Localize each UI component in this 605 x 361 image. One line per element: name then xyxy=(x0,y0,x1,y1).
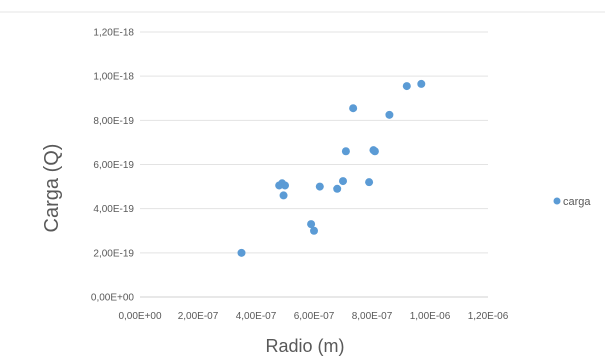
y-tick-label: 6,00E-19 xyxy=(93,160,134,171)
data-point-carga-15 xyxy=(385,110,394,119)
data-point-carga-8 xyxy=(333,184,342,193)
data-point-carga-0 xyxy=(237,248,246,257)
data-point-carga-3 xyxy=(281,181,289,190)
x-tick-label: 6,00E-07 xyxy=(294,311,335,322)
data-point-carga-7 xyxy=(315,182,324,191)
x-tick-labels: 0,00E+00 2,00E-07 4,00E-07 6,00E-07 8,00E-07… xyxy=(118,311,508,322)
data-point-carga-5 xyxy=(307,220,316,229)
y-tick-label: 4,00E-19 xyxy=(93,204,134,215)
data-point-carga-6 xyxy=(310,226,318,235)
legend-marker xyxy=(553,197,561,205)
x-tick-label: 8,00E-07 xyxy=(352,311,393,322)
x-tick-label: 4,00E-07 xyxy=(236,311,277,322)
data-point-carga-14 xyxy=(370,147,379,156)
x-tick-label: 1,20E-06 xyxy=(468,311,509,322)
data-point-carga-11 xyxy=(349,104,358,113)
x-tick-label: 2,00E-07 xyxy=(178,311,219,322)
y-tick-labels: 0,00E+00 2,00E-19 4,00E-19 6,00E-19 8,00E-19… xyxy=(91,28,135,304)
y-tick-label: 1,20E-18 xyxy=(93,28,134,39)
x-tick-label: 1,00E-06 xyxy=(410,311,451,322)
data-point-carga-10 xyxy=(341,147,350,156)
data-point-carga-12 xyxy=(365,178,374,187)
legend: carga xyxy=(553,196,591,208)
data-point-carga-16 xyxy=(402,82,411,91)
y-tick-label: 2,00E-19 xyxy=(93,248,134,259)
data-points xyxy=(237,79,426,257)
y-axis-title: Carga (Q) xyxy=(41,144,63,233)
data-point-carga-4 xyxy=(279,191,288,200)
y-tick-label: 8,00E-19 xyxy=(93,116,134,127)
x-tick-label: 0,00E+00 xyxy=(118,311,162,322)
y-tick-label: 1,00E-18 xyxy=(93,72,134,83)
data-point-carga-17 xyxy=(417,79,426,88)
legend-label-carga: carga xyxy=(563,196,591,208)
x-axis-title: Radio (m) xyxy=(265,336,344,356)
y-tick-label: 0,00E+00 xyxy=(91,293,135,304)
gridlines xyxy=(140,31,488,254)
data-point-carga-9 xyxy=(339,177,347,186)
